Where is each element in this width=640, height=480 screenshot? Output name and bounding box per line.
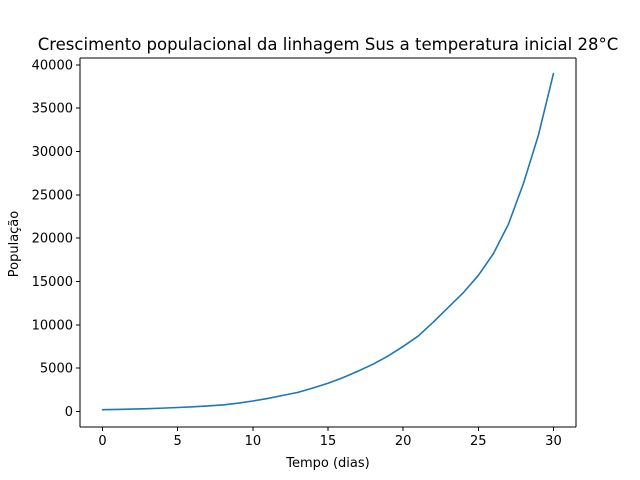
y-tick-label: 15000 [32,275,73,290]
y-tick-label: 30000 [32,145,73,160]
x-tick-label: 0 [98,434,106,449]
y-tick-label: 0 [65,405,73,420]
chart-title: Crescimento populacional da linhagem Sus… [38,35,619,54]
x-tick-label: 30 [545,434,562,449]
x-tick-label: 10 [245,434,262,449]
plot-area: 0 5 10 15 20 25 30 0 5000 10000 15000 20000 25000 300… [32,57,577,449]
y-tick-label: 5000 [40,362,73,377]
x-tick-label: 25 [470,434,487,449]
x-axis-label: Tempo (dias) [285,456,369,471]
y-tick-label: 20000 [32,232,73,247]
y-tick-label: 35000 [32,102,73,117]
y-tick-label: 10000 [32,318,73,333]
series-line-0 [101,72,555,411]
x-tick-label: 15 [320,434,337,449]
x-tick-label: 20 [395,434,412,449]
x-tick-label: 5 [174,434,182,449]
y-tick-label: 40000 [32,58,73,73]
y-tick-label: 25000 [32,188,73,203]
y-axis-label: População [7,211,22,278]
